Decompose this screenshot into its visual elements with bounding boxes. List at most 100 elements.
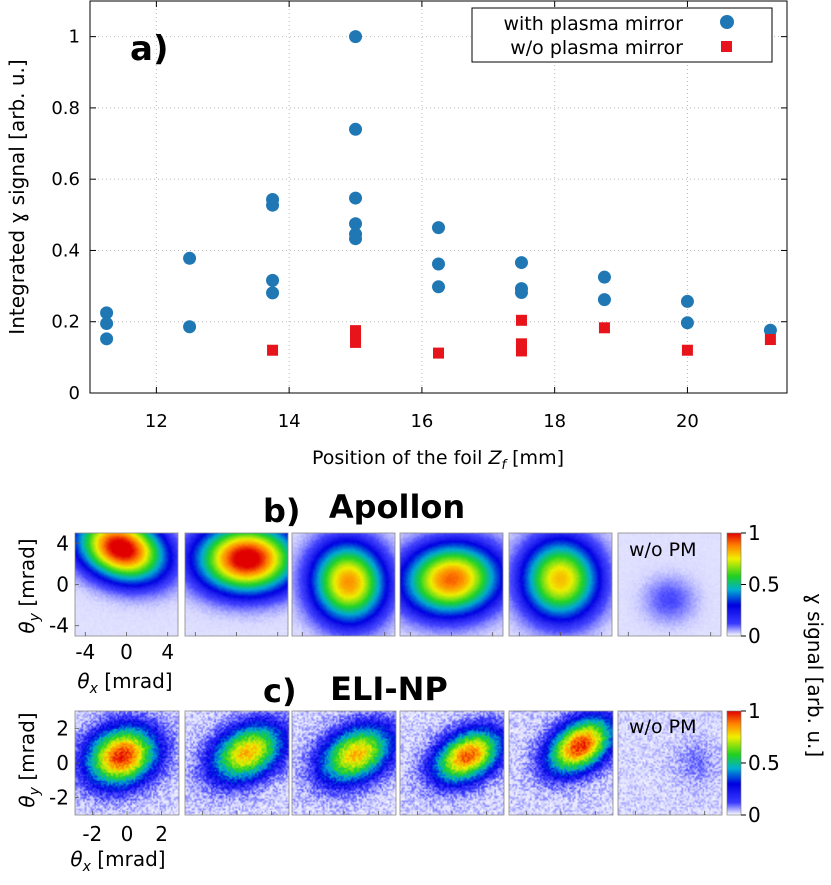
data-point-with-pm xyxy=(680,316,694,330)
heatmap-image xyxy=(618,711,722,815)
data-point-without-pm xyxy=(515,345,527,357)
panel-title-eli-np: ELI-NP xyxy=(330,670,448,708)
y-ticks: 4 0 -4 xyxy=(49,531,79,638)
heatmap-image xyxy=(75,711,179,815)
y-tick-label: 0.4 xyxy=(51,240,80,261)
y-axis-label-sub: y xyxy=(27,612,43,622)
heatmap-row-apollon xyxy=(74,532,722,637)
x-axis-label-eli-np: θx [mrad] xyxy=(70,847,165,875)
colorbar-tick-label: 0.5 xyxy=(748,751,780,775)
x-tick-label: 20 xyxy=(676,411,699,432)
colorbar-tick-label: 1 xyxy=(748,699,761,723)
colorbar-tick-label: 0.5 xyxy=(748,573,780,597)
colorbar-tick-label: 0 xyxy=(748,803,761,827)
x-ticks: -4 0 4 xyxy=(75,640,174,664)
data-point-with-pm xyxy=(266,286,280,300)
data-points xyxy=(100,30,777,359)
data-point-with-pm xyxy=(266,198,280,212)
legend-label-without-pm: w/o plasma mirror xyxy=(510,37,683,59)
y-axis-label-eli-np: θy [mrad] xyxy=(15,712,43,807)
x-tick-label: 14 xyxy=(278,411,301,432)
y-axis-label-var: θ xyxy=(15,621,39,633)
data-point-with-pm xyxy=(349,191,363,205)
y-ticks: 2 0 -2 xyxy=(49,716,79,810)
data-point-with-pm xyxy=(514,286,528,300)
legend-box xyxy=(471,7,773,63)
x-axis-label-sub: x xyxy=(82,859,92,875)
data-point-without-pm xyxy=(267,344,279,356)
data-point-without-pm xyxy=(764,334,776,346)
legend-marker-circle xyxy=(720,15,734,29)
data-point-without-pm xyxy=(681,344,693,356)
x-axis-label-apollon: θx [mrad] xyxy=(77,669,172,697)
x-axis-label-prefix: Position of the foil xyxy=(312,447,489,469)
x-axis-label-var: θ xyxy=(77,669,89,693)
x-axis-label-var: Z xyxy=(488,447,503,469)
y-axis-label-unit: [mrad] xyxy=(15,712,39,787)
y-tick-label: 0.2 xyxy=(51,312,80,333)
data-point-with-pm xyxy=(349,30,363,44)
data-point-with-pm xyxy=(100,306,114,320)
data-point-with-pm xyxy=(680,294,694,308)
colorbar-gradient xyxy=(726,532,742,637)
data-point-with-pm xyxy=(183,320,197,334)
x-axis-label-var: θ xyxy=(70,847,82,871)
colorbar-ticks: 10.50 xyxy=(741,521,780,648)
data-point-with-pm xyxy=(266,273,280,287)
x-axis-label-unit: [mrad] xyxy=(98,669,173,693)
y-tick-label: 0.6 xyxy=(51,169,80,190)
heatmap-row-eli-np xyxy=(74,710,723,816)
colorbar-apollon: 10.50 xyxy=(726,521,780,648)
x-tick-label: 2 xyxy=(155,822,168,846)
panel-title-apollon: Apollon xyxy=(329,488,465,526)
data-point-with-pm xyxy=(349,122,363,136)
heatmap-image xyxy=(509,711,613,815)
panel-label-c: c) xyxy=(263,672,297,710)
x-axis-label-unit: [mrad] xyxy=(91,847,166,871)
x-tick-label: 16 xyxy=(410,411,433,432)
legend-marker-square xyxy=(721,41,732,52)
x-axis-label-unit: [mm] xyxy=(506,447,564,469)
heatmap-image xyxy=(292,711,396,815)
x-axis-label-sub: x xyxy=(89,681,99,697)
y-tick-label: 0.8 xyxy=(51,98,80,119)
data-point-with-pm xyxy=(349,217,363,231)
colorbar-ticks: 10.50 xyxy=(741,699,780,827)
x-tick-label: 0 xyxy=(121,822,134,846)
data-point-with-pm xyxy=(183,251,197,265)
y-axis-label-unit: [mrad] xyxy=(15,538,39,613)
data-point-with-pm xyxy=(432,257,445,271)
heatmap-image xyxy=(509,533,612,636)
data-point-with-pm xyxy=(514,256,528,270)
panel-c: c) ELI-NP 20-2 -2 0 2 w/o PM θy [mrad] θx … xyxy=(15,670,723,875)
y-axis-label-var: θ xyxy=(15,795,39,807)
data-point-without-pm xyxy=(598,322,610,334)
x-tick-label: 18 xyxy=(543,411,566,432)
y-ticks: 0 0.2 0.4 0.6 0.8 1 xyxy=(51,27,787,404)
panel-b: b) Apollon 40-4 -4 0 4 w/o PM θy [mrad] θx… xyxy=(15,488,722,697)
colorbar-gradient xyxy=(726,710,742,816)
x-axis-label: Position of the foil Zf [mm] xyxy=(312,447,564,473)
data-point-with-pm xyxy=(349,232,363,246)
colorbar-label: ɣ signal [arb. u.] xyxy=(803,593,827,757)
y-axis-label-sub: y xyxy=(27,786,43,796)
heatmap-image xyxy=(75,533,178,636)
heatmap-image xyxy=(292,533,395,636)
panel-label-b: b) xyxy=(263,492,301,530)
x-tick-label: -4 xyxy=(75,640,95,664)
colorbar-eli-np: 10.50 xyxy=(726,699,780,827)
data-point-without-pm xyxy=(350,331,362,343)
heatmap-image xyxy=(185,533,288,636)
heatmap-image xyxy=(618,533,721,636)
x-tick-label: -2 xyxy=(82,822,102,846)
y-tick-label: 4 xyxy=(56,531,69,555)
y-tick-label: 2 xyxy=(56,716,69,740)
data-point-with-pm xyxy=(597,270,611,284)
grid xyxy=(90,1,787,393)
y-tick-label: 0 xyxy=(56,573,69,597)
data-point-with-pm xyxy=(100,332,114,346)
data-point-without-pm xyxy=(350,336,362,348)
data-point-with-pm xyxy=(597,293,611,307)
x-ticks: 12 14 16 18 20 xyxy=(145,1,699,432)
